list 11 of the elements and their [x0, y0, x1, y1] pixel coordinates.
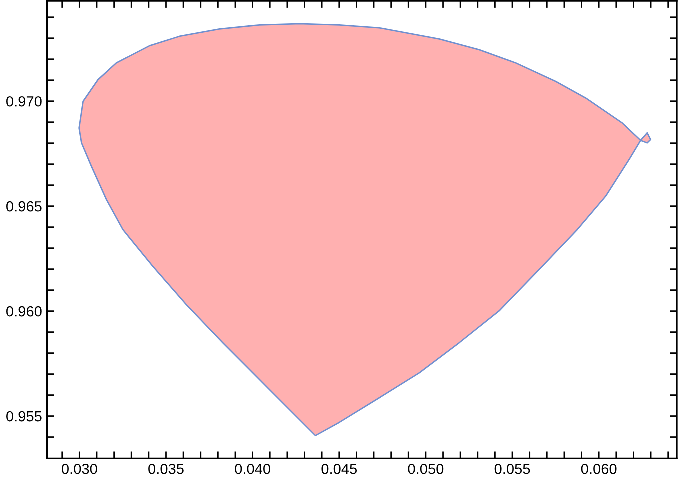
- x-tick-label: 0.050: [408, 464, 444, 474]
- y-tick-label: 0.970: [6, 96, 42, 107]
- x-tick-label: 0.045: [322, 464, 358, 474]
- y-tick-label: 0.955: [6, 411, 42, 422]
- x-tick-label: 0.035: [148, 464, 184, 474]
- x-tick-label: 0.030: [62, 464, 98, 474]
- y-tick-label: 0.965: [6, 201, 42, 212]
- y-tick-label: 0.960: [6, 306, 42, 317]
- x-tick-label: 0.055: [494, 464, 530, 474]
- x-tick-label: 0.060: [581, 464, 617, 474]
- x-tick-label: 0.040: [235, 464, 270, 474]
